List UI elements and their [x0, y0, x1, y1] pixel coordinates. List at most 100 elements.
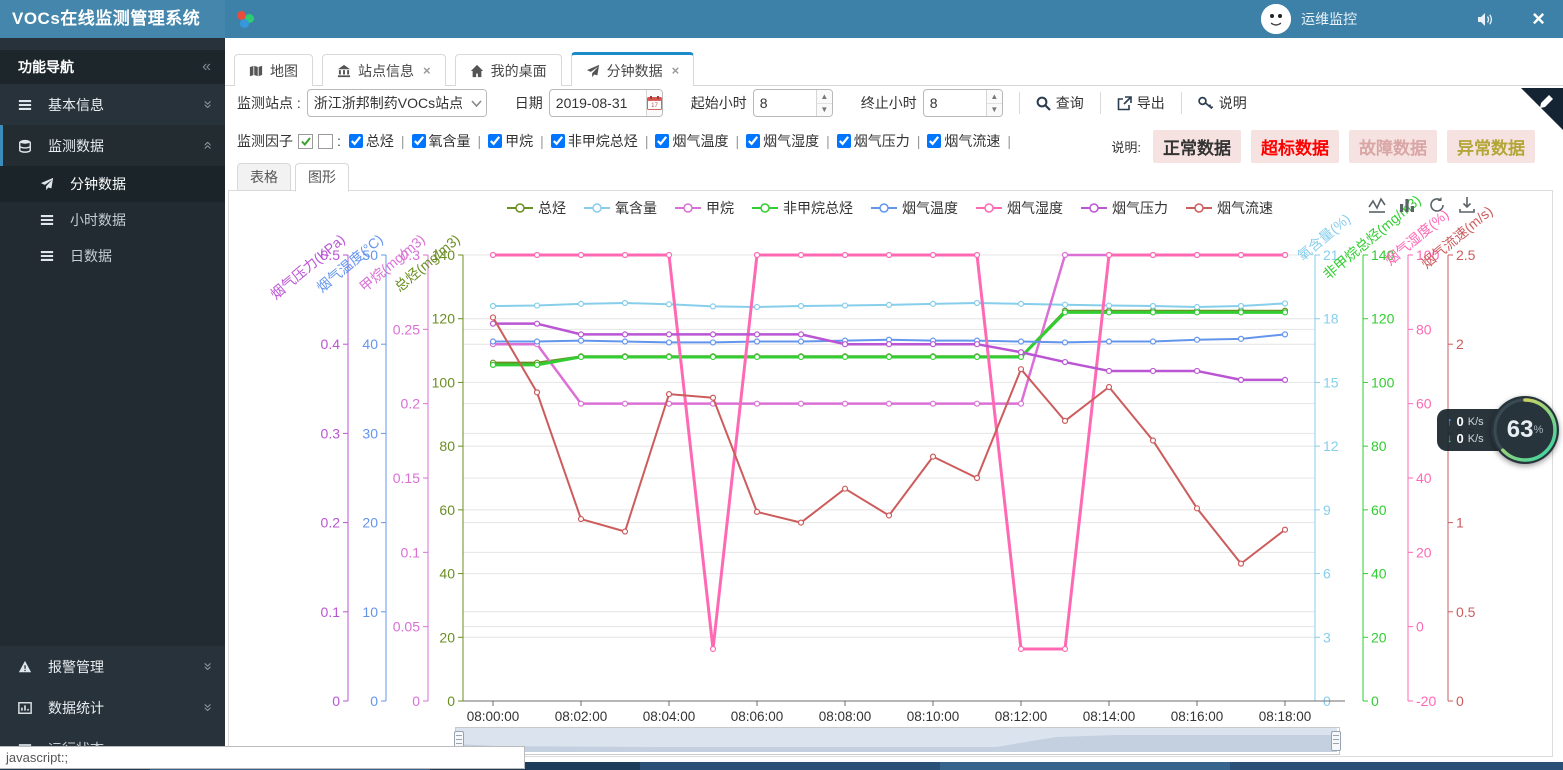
bar-chart-icon[interactable]: [1398, 196, 1416, 214]
tab-bar: 地图 站点信息 × 我的桌面 分钟数据 ×: [225, 52, 1563, 86]
factor-非甲烷总烃[interactable]: 非甲烷总烃: [550, 131, 638, 151]
plane-icon: [586, 64, 600, 78]
separator: |: [1007, 133, 1012, 149]
sidebar-item-报警管理[interactable]: 报警管理 «: [0, 646, 225, 687]
factor-label: 监测因子: [237, 133, 293, 149]
avatar[interactable]: [1261, 4, 1292, 34]
corner-fold-edit[interactable]: [1521, 88, 1563, 130]
memory-percent-unit: %: [1533, 424, 1544, 436]
tab-close-icon[interactable]: ×: [423, 63, 431, 78]
factor-烟气流速[interactable]: 烟气流速: [927, 131, 1000, 151]
factor-checkbox[interactable]: [746, 134, 761, 148]
help-button[interactable]: 说明: [1186, 93, 1259, 113]
station-input[interactable]: [307, 91, 468, 115]
tab-地图[interactable]: 地图: [234, 54, 313, 86]
chevron-down-icon: «: [198, 703, 216, 712]
sidebar-item-监测数据[interactable]: 监测数据 »: [0, 125, 225, 166]
datazoom-handle-right[interactable]: [1331, 731, 1341, 751]
factor-checkbox[interactable]: [550, 134, 565, 148]
legend-item-氧含量[interactable]: 氧含量: [584, 198, 657, 218]
factor-烟气湿度[interactable]: 烟气湿度: [746, 131, 819, 151]
view-tab-表格[interactable]: 表格: [237, 163, 291, 191]
station-select[interactable]: [306, 89, 487, 117]
user-name[interactable]: 运维监控: [1301, 11, 1358, 27]
filter-row: 监测站点 : 日期 17 起始小时 ▲▼ 终止小时 ▲▼ 查询: [237, 88, 1259, 118]
memory-circle[interactable]: 63%: [1491, 396, 1559, 464]
sidebar-item-分钟数据[interactable]: 分钟数据: [0, 166, 225, 202]
export-button[interactable]: 导出: [1105, 93, 1177, 113]
status-legend-异常数据: 异常数据: [1447, 130, 1535, 163]
legend-item-总烃[interactable]: 总烃: [507, 198, 566, 218]
sidebar-item-日数据[interactable]: 日数据: [0, 238, 225, 274]
tab-label: 我的桌面: [490, 62, 547, 79]
legend-marker: [1186, 203, 1212, 213]
close-icon[interactable]: ×: [1532, 6, 1545, 31]
factor-checkbox[interactable]: [488, 134, 503, 148]
factor-烟气温度[interactable]: 烟气温度: [655, 131, 728, 151]
end-hour-input[interactable]: [923, 91, 986, 115]
spin-down-icon[interactable]: ▼: [816, 103, 832, 116]
start-hour-stepper[interactable]: ▲▼: [752, 89, 833, 117]
chevron-down-icon[interactable]: [467, 90, 486, 116]
factor-checkbox[interactable]: [836, 134, 851, 148]
download-unit: K/s: [1467, 432, 1484, 445]
legend-item-烟气压力[interactable]: 烟气压力: [1081, 198, 1168, 218]
sidebar-collapse-icon[interactable]: «: [202, 58, 211, 75]
factor-checkbox[interactable]: [348, 134, 363, 148]
datazoom-area: [456, 728, 1337, 752]
clear-all-checkbox[interactable]: [318, 133, 333, 149]
svg-text:17: 17: [651, 103, 658, 109]
legend-label: 总烃: [538, 200, 566, 216]
sidebar-item-数据统计[interactable]: 数据统计 «: [0, 687, 225, 728]
sidebar-title: 功能导航 «: [0, 50, 225, 84]
date-input[interactable]: [549, 91, 646, 115]
calendar-icon[interactable]: 17: [645, 90, 662, 116]
select-all-checkbox[interactable]: [298, 133, 313, 149]
legend-marker: [752, 203, 778, 213]
sidebar-item-小时数据[interactable]: 小时数据: [0, 202, 225, 238]
tab-我的桌面[interactable]: 我的桌面: [454, 54, 562, 86]
sidebar-item-label: 分钟数据: [70, 176, 126, 192]
alert-icon: [18, 660, 36, 674]
restore-icon[interactable]: [1428, 196, 1446, 214]
query-button[interactable]: 查询: [1024, 93, 1096, 113]
sidebar: 功能导航 « 基本信息«监测数据»分钟数据小时数据日数据报警管理«数据统计«运行…: [0, 38, 225, 762]
legend-label: 烟气压力: [1112, 200, 1168, 216]
sidebar-item-label: 小时数据: [70, 212, 126, 228]
legend-item-烟气流速[interactable]: 烟气流速: [1186, 198, 1273, 218]
spin-up-icon[interactable]: ▲: [986, 90, 1002, 104]
date-field[interactable]: 17: [548, 89, 663, 117]
sidebar-item-label: 基本信息: [48, 96, 104, 113]
tab-分钟数据[interactable]: 分钟数据 ×: [570, 52, 695, 86]
factor-checkbox[interactable]: [411, 134, 426, 148]
stats-icon: [18, 701, 36, 715]
tab-label: 地图: [270, 62, 298, 79]
legend-item-烟气温度[interactable]: 烟气温度: [871, 198, 958, 218]
datazoom-slider[interactable]: [454, 727, 1341, 755]
factor-甲烷[interactable]: 甲烷: [488, 131, 533, 151]
download-icon[interactable]: [1458, 196, 1476, 214]
tab-label: 分钟数据: [606, 62, 663, 79]
factor-checkbox[interactable]: [655, 134, 670, 148]
net-speed-widget[interactable]: ↑ 0 K/s ↓ 0 K/s 63%: [1437, 396, 1563, 464]
factor-烟气压力[interactable]: 烟气压力: [836, 131, 910, 151]
legend-item-甲烷[interactable]: 甲烷: [675, 198, 734, 218]
view-tab-图形[interactable]: 图形: [295, 163, 349, 192]
factor-checkbox[interactable]: [927, 134, 942, 148]
tab-站点信息[interactable]: 站点信息 ×: [322, 54, 446, 86]
factor-总烃[interactable]: 总烃: [348, 131, 394, 151]
legend-marker: [1081, 203, 1107, 213]
line-chart-icon[interactable]: [1368, 196, 1386, 214]
legend-item-烟气湿度[interactable]: 烟气湿度: [976, 198, 1063, 218]
end-hour-stepper[interactable]: ▲▼: [922, 89, 1003, 117]
spin-up-icon[interactable]: ▲: [816, 90, 832, 104]
start-hour-input[interactable]: [753, 91, 816, 115]
sound-icon[interactable]: [1477, 12, 1494, 27]
spin-down-icon[interactable]: ▼: [986, 103, 1002, 116]
legend-item-非甲烷总烃[interactable]: 非甲烷总烃: [752, 198, 853, 218]
list-icon: [18, 98, 36, 112]
factor-氧含量[interactable]: 氧含量: [411, 131, 471, 151]
export-icon: [1117, 95, 1132, 110]
tab-close-icon[interactable]: ×: [671, 63, 680, 78]
sidebar-item-基本信息[interactable]: 基本信息 «: [0, 84, 225, 125]
